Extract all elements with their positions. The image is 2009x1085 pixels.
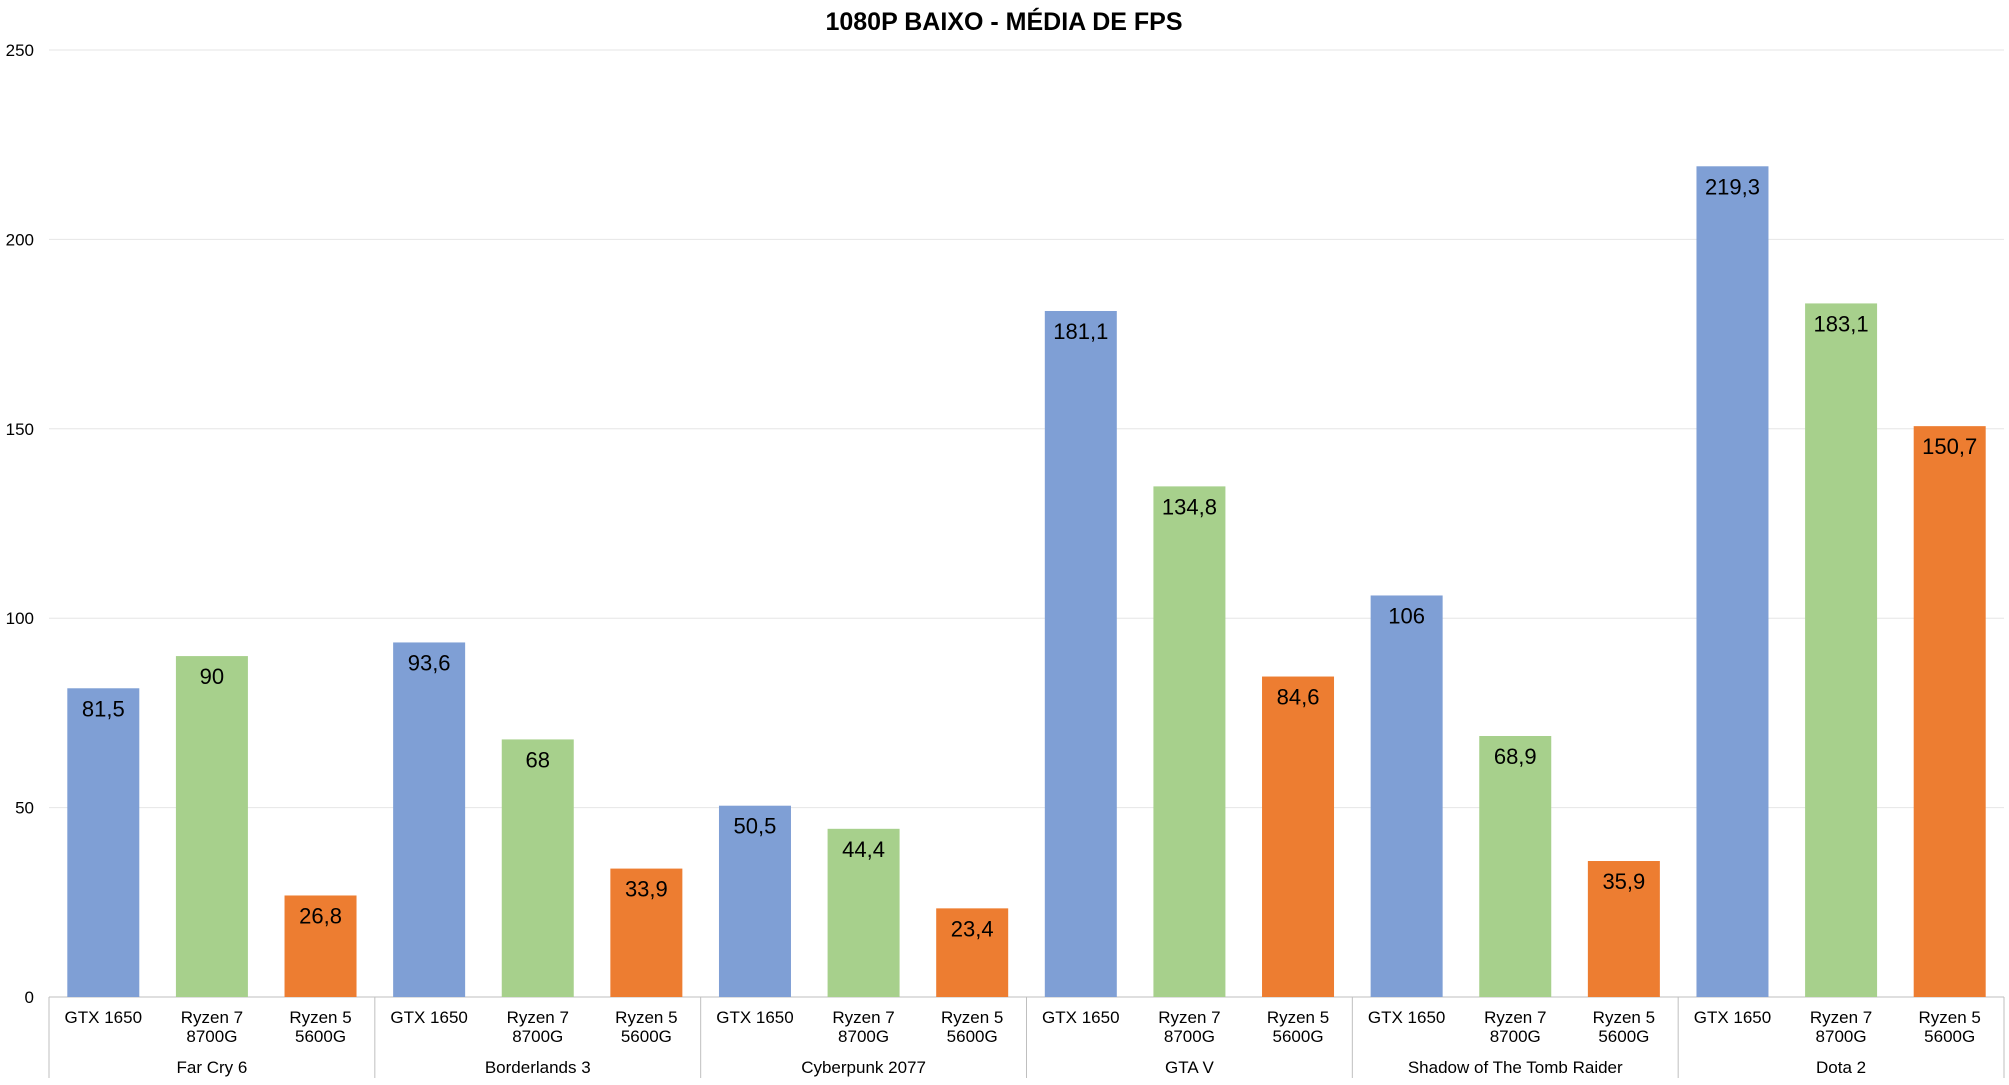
- bar: [1913, 426, 1986, 997]
- bar: [1696, 166, 1769, 997]
- data-label: 150,7: [1922, 434, 1977, 459]
- y-tick-label: 100: [6, 609, 34, 628]
- bar-category-label: Ryzen 5: [289, 1008, 351, 1027]
- group-label: GTA V: [1165, 1058, 1214, 1077]
- bar-category-label: 5600G: [621, 1027, 672, 1046]
- bar: [1479, 736, 1552, 997]
- bars: [67, 166, 1986, 998]
- bar-category-label: 5600G: [1273, 1027, 1324, 1046]
- bar-category-label: 5600G: [1924, 1027, 1975, 1046]
- data-label: 68,9: [1494, 744, 1537, 769]
- y-tick-label: 200: [6, 230, 34, 249]
- bar: [175, 656, 248, 997]
- bar-category-label: 8700G: [512, 1027, 563, 1046]
- data-label: 50,5: [734, 814, 777, 839]
- group-label: Borderlands 3: [485, 1058, 591, 1077]
- bar-category-label: Ryzen 7: [1484, 1008, 1546, 1027]
- group-label: Far Cry 6: [176, 1058, 247, 1077]
- bar-category-label: Ryzen 7: [181, 1008, 243, 1027]
- bar-category-label: GTX 1650: [65, 1008, 143, 1027]
- bar: [936, 908, 1009, 997]
- data-label: 93,6: [408, 650, 451, 675]
- bar-category-label: 8700G: [1490, 1027, 1541, 1046]
- data-label: 81,5: [82, 696, 125, 721]
- bar-category-label: Ryzen 7: [1158, 1008, 1220, 1027]
- bar-category-label: Ryzen 5: [615, 1008, 677, 1027]
- bar: [67, 688, 140, 997]
- bar-category-label: 5600G: [295, 1027, 346, 1046]
- y-tick-label: 0: [25, 988, 34, 1007]
- y-tick-label: 50: [15, 799, 34, 818]
- bar-category-label: GTX 1650: [716, 1008, 794, 1027]
- bar: [1370, 595, 1443, 997]
- axes: [48, 996, 2005, 1078]
- data-label: 134,8: [1162, 494, 1217, 519]
- data-label: 44,4: [842, 837, 885, 862]
- data-label: 219,3: [1705, 174, 1760, 199]
- group-label: Dota 2: [1816, 1058, 1866, 1077]
- bar-category-label: GTX 1650: [390, 1008, 468, 1027]
- group-label: Shadow of The Tomb Raider: [1408, 1058, 1623, 1077]
- bar-category-label: 8700G: [1164, 1027, 1215, 1046]
- gridlines: [49, 49, 2004, 809]
- bar-category-label: GTX 1650: [1368, 1008, 1446, 1027]
- bar: [1044, 310, 1117, 998]
- bar: [284, 895, 357, 997]
- y-tick-label: 150: [6, 420, 34, 439]
- bar: [393, 642, 466, 997]
- data-label: 84,6: [1277, 685, 1320, 710]
- chart-title: 1080P BAIXO - MÉDIA DE FPS: [825, 7, 1182, 36]
- data-label: 33,9: [625, 877, 668, 902]
- bar-category-label: GTX 1650: [1694, 1008, 1772, 1027]
- data-label: 183,1: [1814, 311, 1869, 336]
- bar-category-label: Ryzen 5: [1267, 1008, 1329, 1027]
- bar-category-label: 5600G: [1598, 1027, 1649, 1046]
- bar-category-label: 5600G: [947, 1027, 998, 1046]
- bar: [1805, 303, 1878, 997]
- y-tick-label: 250: [6, 41, 34, 60]
- bar: [827, 828, 900, 997]
- bar: [1153, 486, 1226, 997]
- data-label: 35,9: [1602, 869, 1645, 894]
- bar-category-label: GTX 1650: [1042, 1008, 1120, 1027]
- bar-category-label: Ryzen 5: [1919, 1008, 1981, 1027]
- bar-category-label: Ryzen 7: [1810, 1008, 1872, 1027]
- bar-category-label: Ryzen 5: [941, 1008, 1003, 1027]
- bar-category-label: 8700G: [186, 1027, 237, 1046]
- bar: [1262, 676, 1335, 997]
- data-label: 23,4: [951, 916, 994, 941]
- bar-category-label: Ryzen 5: [1593, 1008, 1655, 1027]
- bar: [501, 739, 574, 997]
- data-label: 90: [200, 664, 224, 689]
- data-label: 68: [526, 747, 550, 772]
- bar-category-label: Ryzen 7: [832, 1008, 894, 1027]
- data-label: 26,8: [299, 903, 342, 928]
- bar: [1587, 861, 1660, 997]
- group-label: Cyberpunk 2077: [801, 1058, 926, 1077]
- bar-category-label: 8700G: [838, 1027, 889, 1046]
- bar: [718, 805, 791, 997]
- bar-category-label: Ryzen 7: [507, 1008, 569, 1027]
- bar: [610, 868, 683, 997]
- data-label: 106: [1388, 603, 1425, 628]
- data-label: 181,1: [1053, 319, 1108, 344]
- bar-category-label: 8700G: [1816, 1027, 1867, 1046]
